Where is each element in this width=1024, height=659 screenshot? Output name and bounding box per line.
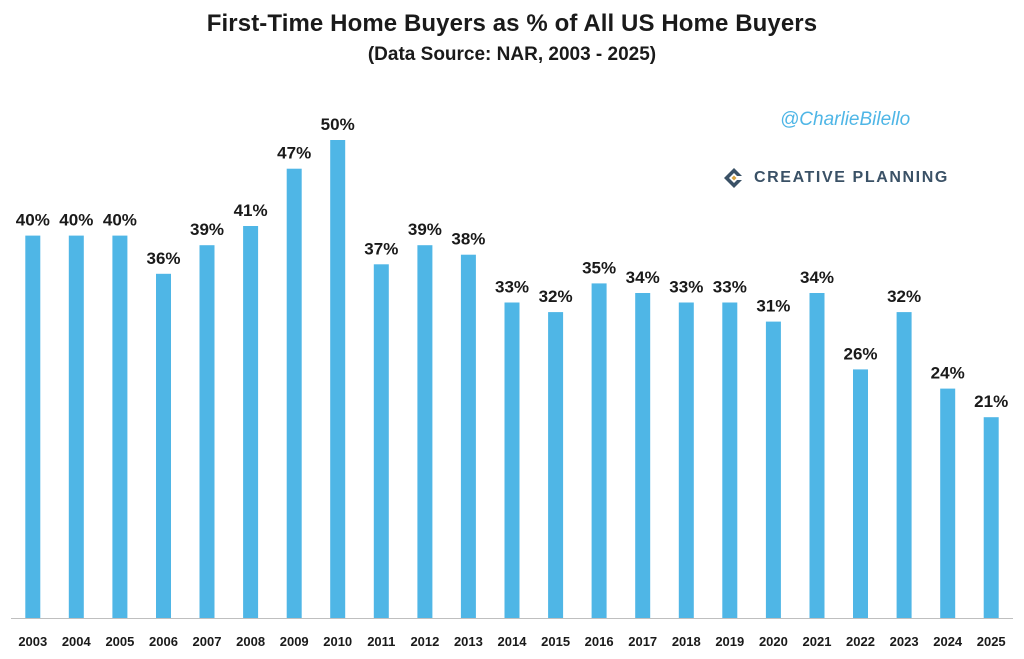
bar-2007 [199,245,215,618]
data-label-2024: 24% [931,364,965,383]
bar-2008 [243,226,259,618]
bar-2019 [722,302,738,618]
data-label-2009: 47% [277,144,311,163]
x-tick-label-2005: 2005 [105,634,134,649]
twitter-handle: @CharlieBilello [780,109,911,130]
bar-2018 [678,302,694,618]
x-tick-label-2023: 2023 [890,634,919,649]
data-label-2007: 39% [190,220,224,239]
data-label-2005: 40% [103,211,137,230]
x-tick-label-2018: 2018 [672,634,701,649]
bar-2024 [940,388,956,618]
bar-2012 [417,245,433,618]
x-tick-label-2016: 2016 [585,634,614,649]
x-tick-label-2009: 2009 [280,634,309,649]
x-tick-label-2012: 2012 [410,634,439,649]
x-tick-label-2007: 2007 [193,634,222,649]
x-tick-label-2019: 2019 [715,634,744,649]
bar-2020 [765,321,781,618]
bar-2015 [548,312,564,618]
bar-2005 [112,235,128,618]
x-tick-label-2025: 2025 [977,634,1006,649]
data-label-2012: 39% [408,220,442,239]
data-label-2011: 37% [364,239,398,258]
bar-2004 [68,235,84,618]
x-tick-label-2020: 2020 [759,634,788,649]
data-label-2016: 35% [582,258,616,277]
data-label-2019: 33% [713,278,747,297]
bar-2016 [591,283,607,618]
bar-2014 [504,302,520,618]
bar-2021 [809,293,825,618]
bar-2006 [156,273,171,618]
data-label-2025: 21% [974,392,1008,411]
x-tick-label-2013: 2013 [454,634,483,649]
data-label-2015: 32% [539,287,573,306]
data-label-2014: 33% [495,278,529,297]
chart-subtitle: (Data Source: NAR, 2003 - 2025) [367,44,657,65]
bar-2017 [635,293,651,618]
creative-planning-logo: CREATIVE PLANNING [722,166,949,190]
bar-2010 [330,140,346,618]
data-label-2006: 36% [146,249,180,268]
x-tick-label-2022: 2022 [846,634,875,649]
data-label-2017: 34% [626,268,660,287]
bar-2011 [373,264,389,618]
data-label-2010: 50% [321,115,355,134]
bar-2003 [25,235,41,618]
data-label-2003: 40% [16,211,50,230]
data-label-2022: 26% [843,344,877,363]
x-tick-label-2015: 2015 [541,634,570,649]
x-tick-label-2004: 2004 [62,634,92,649]
bar-2023 [896,312,912,618]
x-tick-label-2010: 2010 [323,634,352,649]
brand-name: CREATIVE PLANNING [754,169,949,186]
bar-2009 [286,168,302,618]
data-label-2013: 38% [451,230,485,249]
data-label-2004: 40% [59,211,93,230]
x-tick-label-2006: 2006 [149,634,178,649]
bar-2025 [983,417,999,618]
x-tick-labels: 2003 2004 2005 2006 2007 2008 2009 2010 2011 2012… [18,634,1005,649]
data-label-2008: 41% [234,201,268,220]
x-tick-label-2021: 2021 [803,634,832,649]
bar-2013 [460,254,476,618]
creative-planning-logo-icon [724,168,745,188]
x-tick-label-2011: 2011 [367,634,395,649]
data-label-2023: 32% [887,287,921,306]
data-label-2020: 31% [756,297,790,316]
data-label-2021: 34% [800,268,834,287]
bar-2022 [853,369,868,618]
bars-group [25,140,999,618]
x-tick-label-2017: 2017 [628,634,657,649]
data-labels: 40% 40% 40% 36% 39% 41% 47% 50% 37% 39% 38% 33% 32% 3… [16,115,1008,411]
x-tick-label-2003: 2003 [18,634,47,649]
x-tick-label-2008: 2008 [236,634,265,649]
x-tick-label-2024: 2024 [933,634,963,649]
chart-title: First-Time Home Buyers as % of All US Ho… [206,10,818,37]
data-label-2018: 33% [669,278,703,297]
x-tick-label-2014: 2014 [498,634,528,649]
